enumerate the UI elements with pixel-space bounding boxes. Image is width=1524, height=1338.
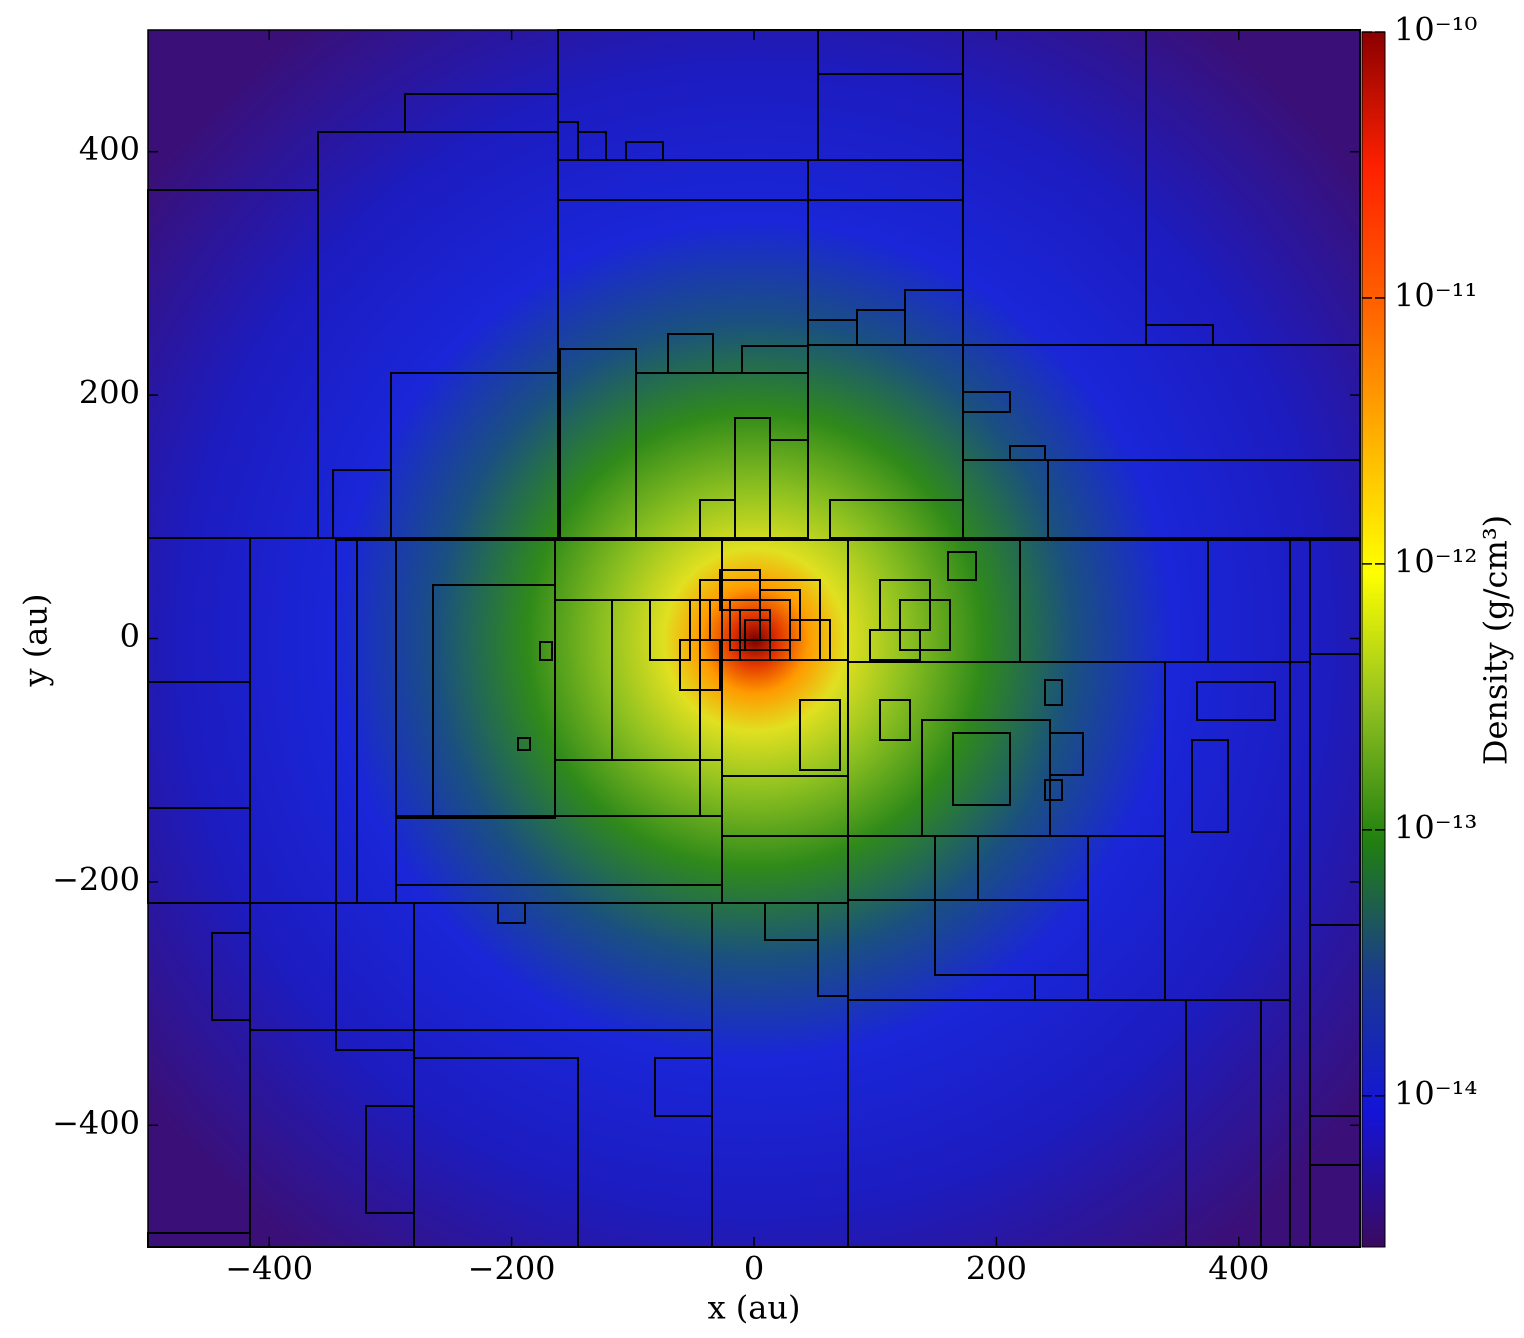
y-tick-label: 400 bbox=[79, 130, 140, 168]
amr-box bbox=[649, 599, 691, 661]
colorbar-tick-label: 10⁻¹⁰ bbox=[1394, 11, 1477, 49]
amr-box bbox=[829, 499, 964, 539]
y-tick-label: 200 bbox=[79, 374, 140, 412]
amr-box bbox=[962, 391, 1011, 413]
amr-box bbox=[667, 333, 714, 374]
y-tick-label: −200 bbox=[52, 860, 140, 898]
amr-box bbox=[679, 639, 721, 691]
colorbar-tick-label: 10⁻¹³ bbox=[1394, 808, 1477, 846]
x-tick-label: 400 bbox=[1208, 1250, 1269, 1288]
amr-box bbox=[899, 599, 951, 651]
amr-box bbox=[799, 699, 841, 771]
amr-box bbox=[869, 629, 921, 661]
amr-box bbox=[947, 551, 977, 581]
amr-box bbox=[1044, 779, 1063, 801]
amr-box bbox=[741, 345, 809, 374]
x-tick-label: −400 bbox=[225, 1250, 313, 1288]
amr-box bbox=[934, 899, 1089, 976]
amr-box bbox=[744, 619, 771, 651]
amr-box bbox=[879, 699, 911, 741]
amr-box bbox=[365, 1105, 415, 1214]
amr-box bbox=[1196, 681, 1276, 721]
x-axis-label: x (au) bbox=[708, 1289, 801, 1327]
colorbar bbox=[1361, 31, 1386, 1248]
y-tick-label: 0 bbox=[120, 617, 140, 655]
amr-box bbox=[759, 589, 801, 641]
density-field bbox=[148, 30, 1360, 1247]
amr-grid bbox=[147, 29, 1361, 1248]
amr-box bbox=[497, 902, 526, 924]
amr-box bbox=[332, 469, 392, 539]
amr-box bbox=[719, 569, 761, 611]
amr-box bbox=[539, 641, 553, 661]
amr-box bbox=[1191, 739, 1229, 833]
colorbar-label: Density (g/cm³) bbox=[1477, 515, 1515, 765]
amr-box bbox=[904, 289, 964, 346]
amr-box bbox=[721, 775, 849, 837]
amr-box bbox=[390, 372, 559, 539]
colorbar-tick-label: 10⁻¹⁴ bbox=[1394, 1074, 1477, 1112]
amr-box bbox=[625, 141, 664, 161]
amr-box bbox=[699, 499, 736, 539]
y-axis-label: y (au) bbox=[17, 594, 55, 688]
y-tick-label: −400 bbox=[52, 1104, 140, 1142]
amr-box bbox=[789, 619, 831, 661]
amr-box bbox=[211, 932, 251, 1021]
x-tick-label: −200 bbox=[468, 1250, 556, 1288]
amr-box bbox=[817, 902, 849, 997]
amr-box bbox=[577, 131, 607, 161]
x-tick-label: 200 bbox=[966, 1250, 1027, 1288]
x-tick-label: 0 bbox=[744, 1250, 764, 1288]
amr-box bbox=[1044, 679, 1063, 706]
amr-box bbox=[952, 732, 1011, 806]
colorbar-tick-label: 10⁻¹² bbox=[1394, 542, 1477, 580]
amr-box bbox=[1049, 732, 1084, 776]
colorbar-tick-label: 10⁻¹¹ bbox=[1394, 276, 1477, 314]
amr-box bbox=[517, 737, 531, 751]
amr-box bbox=[769, 439, 809, 539]
